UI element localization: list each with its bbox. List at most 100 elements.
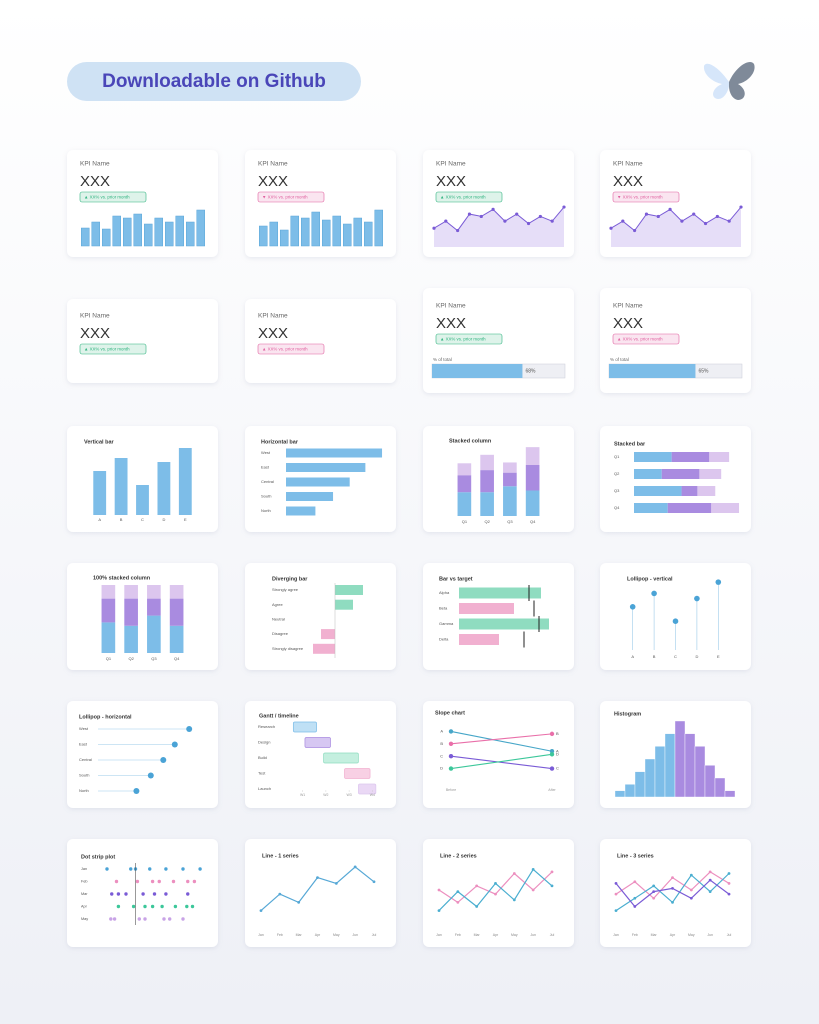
card-title: 100% stacked column	[93, 575, 151, 581]
point	[633, 880, 637, 884]
card-title: Lollipop - horizontal	[79, 714, 132, 720]
point	[614, 882, 618, 885]
x-tick-label: Jan	[258, 933, 264, 937]
point	[550, 219, 554, 223]
x-tick-label: Apr	[670, 933, 676, 937]
y-tick-label: South	[261, 494, 271, 499]
y-tick-label: Design	[258, 740, 270, 745]
point	[334, 882, 338, 885]
bar	[196, 209, 205, 247]
bar	[269, 221, 278, 247]
dot	[694, 595, 700, 602]
point	[456, 900, 460, 904]
bar	[459, 603, 514, 614]
bar-segment	[503, 462, 517, 473]
end-dot	[549, 749, 555, 754]
bar	[286, 506, 316, 516]
bar-segment	[101, 622, 116, 653]
dot	[143, 917, 147, 921]
y-tick-label: Apr	[81, 905, 88, 909]
kpi-value: XXX	[436, 315, 466, 332]
bar	[136, 485, 149, 515]
y-tick-label: Launch	[258, 786, 271, 791]
y-tick-label: North	[261, 508, 271, 513]
line	[433, 206, 565, 232]
delta-pill	[79, 343, 147, 355]
card	[245, 701, 396, 808]
point	[715, 214, 719, 219]
x-tick-label: Jun	[352, 933, 358, 937]
card	[600, 563, 751, 670]
kpi-label: KPI Name	[436, 161, 466, 168]
point	[353, 865, 357, 869]
bar	[459, 618, 549, 630]
dot	[181, 917, 185, 921]
histogram-bar	[624, 784, 636, 798]
y-tick-label: Feb	[81, 880, 88, 884]
card-title: Line - 1 series	[262, 853, 299, 859]
point	[437, 909, 441, 913]
bar	[102, 228, 111, 247]
end-label: A	[556, 748, 559, 753]
point	[689, 896, 693, 900]
point	[656, 214, 660, 219]
point	[692, 212, 696, 216]
point	[609, 226, 613, 230]
delta-pill	[79, 191, 147, 203]
bar-segment	[503, 486, 517, 516]
point	[531, 888, 535, 892]
dot	[186, 892, 190, 896]
point	[671, 886, 674, 890]
bar	[286, 477, 350, 487]
dot	[110, 892, 114, 896]
start-label: C	[440, 753, 443, 758]
dot	[157, 879, 161, 884]
point	[727, 882, 731, 885]
bar	[313, 643, 335, 654]
dot	[629, 604, 636, 610]
point	[494, 882, 497, 885]
bar-segment	[147, 615, 161, 653]
logo-wing-left	[703, 63, 729, 99]
y-tick-label: Strongly disagree	[272, 646, 304, 651]
y-tick-label: East	[79, 742, 88, 747]
y-tick-label: Delta	[439, 637, 449, 642]
x-tick-label: Feb	[632, 933, 638, 937]
caption: % of total	[610, 357, 629, 362]
point	[633, 228, 637, 233]
dot	[124, 892, 128, 896]
y-tick-label: Build	[258, 755, 267, 760]
badge	[67, 62, 361, 101]
bar-segment	[634, 486, 682, 496]
point	[503, 219, 507, 223]
histogram-bar	[654, 746, 666, 798]
start-label: B	[440, 741, 443, 746]
bar-segment	[711, 503, 740, 513]
bar-segment	[147, 585, 161, 599]
x-tick-label: Q4	[530, 519, 536, 524]
kpi-label: KPI Name	[613, 303, 643, 310]
card	[423, 426, 574, 532]
x-tick-label: D	[162, 517, 165, 522]
y-tick-label: Test	[258, 771, 266, 776]
dot	[148, 867, 152, 871]
point	[671, 876, 674, 880]
bar-segment	[169, 625, 184, 653]
card	[245, 563, 396, 670]
y-tick-label: Q3	[614, 488, 620, 493]
bar	[343, 223, 352, 247]
end-label: C	[556, 766, 559, 771]
point	[479, 214, 483, 219]
bar-segment	[503, 472, 517, 487]
dot	[168, 917, 172, 921]
dot	[135, 879, 140, 884]
bar	[290, 215, 299, 247]
delta-pill	[435, 333, 503, 345]
histogram-bar	[674, 720, 686, 798]
point	[689, 873, 693, 877]
point	[456, 228, 460, 233]
x-tick-label: Jul	[372, 933, 377, 937]
end-dot	[549, 731, 555, 737]
card-title: Horizontal bar	[261, 439, 299, 445]
y-tick-label: Neutral	[272, 616, 285, 621]
